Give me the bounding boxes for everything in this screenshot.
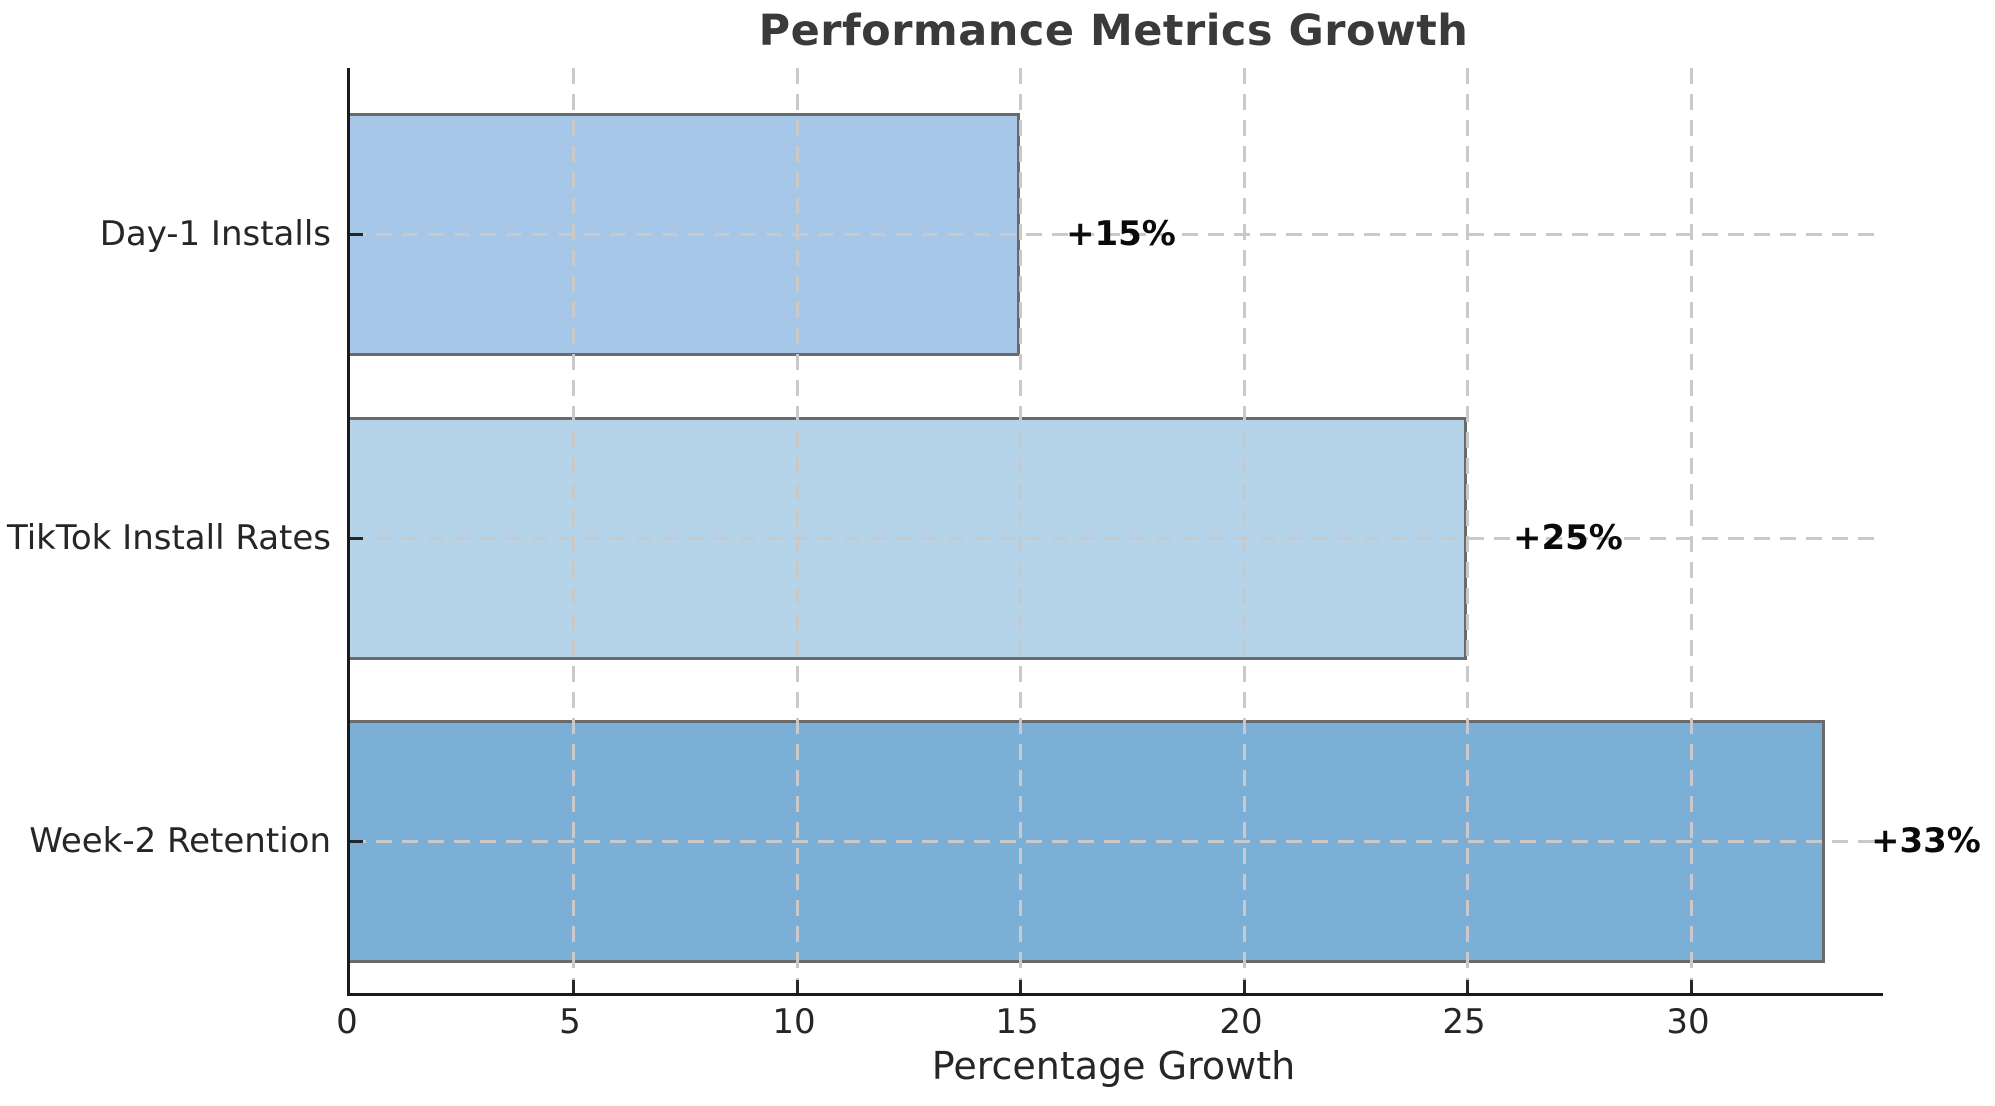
y-tick-label: Day-1 Installs — [99, 214, 331, 254]
value-label: +25% — [1513, 518, 1623, 558]
y-tick-mark — [350, 536, 363, 540]
v-gridline — [795, 68, 799, 993]
x-tick-label: 20 — [1219, 1002, 1263, 1042]
value-label: +33% — [1871, 821, 1981, 861]
y-tick-label: Week-2 Retention — [29, 821, 331, 861]
h-gridline — [350, 839, 1883, 843]
x-tick-mark — [1465, 980, 1469, 993]
v-gridline — [1689, 68, 1693, 993]
h-gridline — [350, 232, 1883, 236]
x-tick-label: 10 — [772, 1002, 816, 1042]
v-gridline — [1242, 68, 1246, 993]
x-tick-mark — [1242, 980, 1246, 993]
plot-area: +15% +25% +33% — [347, 68, 1981, 996]
x-tick-label: 15 — [995, 1002, 1039, 1042]
x-tick-label: 30 — [1666, 1002, 1710, 1042]
v-gridline — [1465, 68, 1469, 993]
x-axis-label: Percentage Growth — [931, 1044, 1296, 1088]
x-tick-label: 25 — [1442, 1002, 1486, 1042]
v-gridline — [571, 68, 575, 993]
x-tick-mark — [1689, 980, 1693, 993]
x-tick-mark — [795, 980, 799, 993]
y-tick-label: TikTok Install Rates — [7, 518, 331, 558]
chart-title: Performance Metrics Growth — [758, 6, 1469, 56]
x-tick-mark — [571, 980, 575, 993]
x-tick-label: 0 — [336, 1002, 358, 1042]
y-tick-mark — [350, 839, 363, 843]
x-tick-mark — [1018, 980, 1022, 993]
v-gridline — [1018, 68, 1022, 993]
x-tick-label: 5 — [559, 1002, 581, 1042]
y-tick-mark — [350, 232, 363, 236]
h-gridline — [350, 536, 1883, 540]
value-label: +15% — [1066, 214, 1176, 254]
